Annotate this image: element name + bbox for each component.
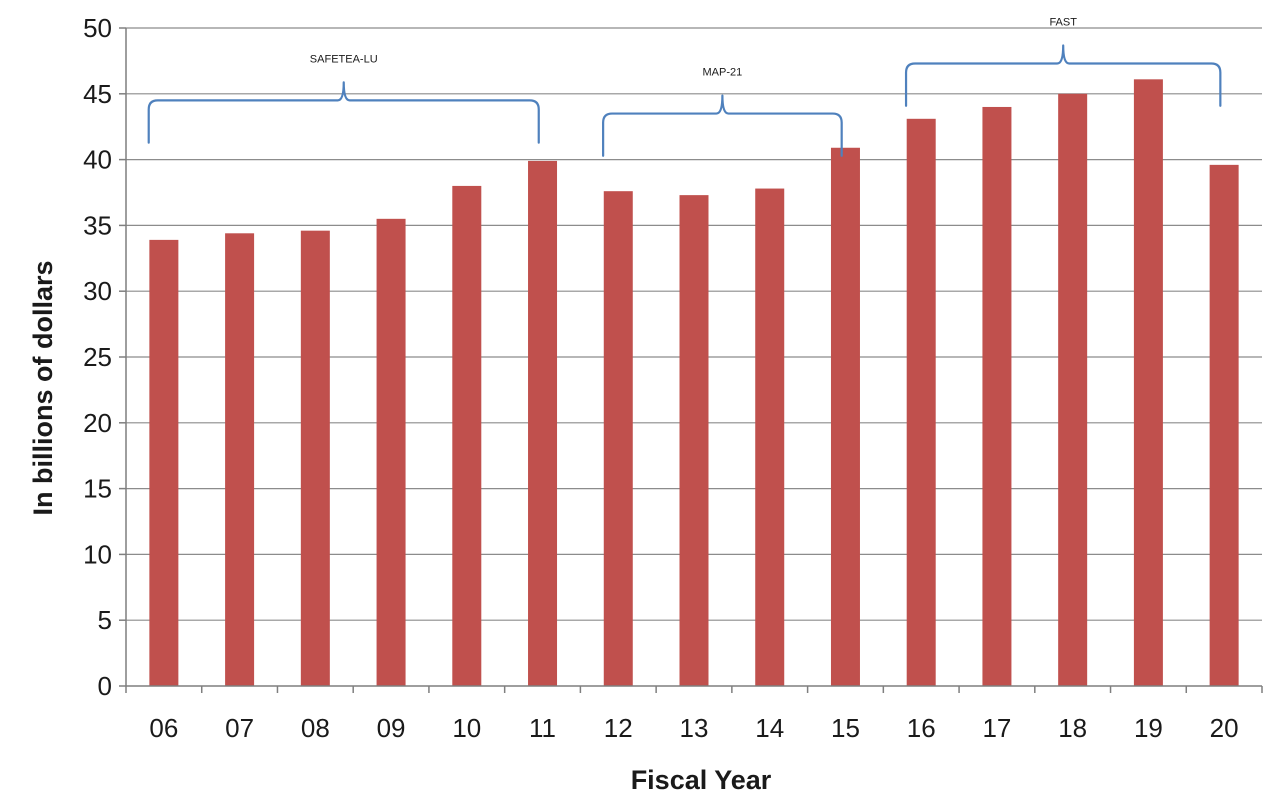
- bracket-label: FAST: [1049, 17, 1077, 29]
- y-tick-label: 25: [83, 342, 112, 372]
- bar-12: [603, 191, 633, 686]
- bar-19: [1133, 79, 1163, 687]
- bar-17: [982, 106, 1012, 686]
- x-tick-label-08: 08: [301, 713, 330, 743]
- bar-07: [225, 233, 255, 686]
- bar-14: [755, 188, 785, 686]
- x-tick-label-20: 20: [1210, 713, 1239, 743]
- bracket-label: MAP-21: [703, 67, 743, 79]
- y-tick-label: 20: [83, 408, 112, 438]
- bar-20: [1209, 164, 1239, 686]
- bracket-fast: [904, 44, 1222, 107]
- x-tick-label-06: 06: [149, 713, 178, 743]
- y-tick-label: 30: [83, 276, 112, 306]
- bracket-safetea-lu: [147, 81, 540, 144]
- x-tick-label-10: 10: [452, 713, 481, 743]
- y-axis-title: In billions of dollars: [28, 260, 58, 515]
- bars: [149, 79, 1239, 687]
- x-tick-label-14: 14: [755, 713, 784, 743]
- bar-13: [679, 195, 709, 686]
- bar-10: [452, 185, 482, 687]
- bar-09: [376, 218, 406, 686]
- bracket-label: SAFETEA-LU: [310, 53, 378, 65]
- bracket-annotations: SAFETEA-LU MAP-21 FAST: [147, 17, 1222, 157]
- x-axis-title: Fiscal Year: [631, 765, 772, 794]
- bar-18: [1058, 93, 1088, 687]
- x-tick-label-18: 18: [1058, 713, 1087, 743]
- x-tick-label-19: 19: [1134, 713, 1163, 743]
- x-tick-label-13: 13: [680, 713, 709, 743]
- y-tick-label: 45: [83, 79, 112, 109]
- x-tick-label-11: 11: [529, 713, 556, 743]
- bar-11: [528, 160, 558, 686]
- x-tick-label-17: 17: [982, 713, 1011, 743]
- bar-15: [830, 147, 860, 687]
- bar-06: [149, 239, 179, 686]
- x-tick-label-09: 09: [377, 713, 406, 743]
- y-tick-label: 0: [98, 671, 112, 701]
- x-tick-label-12: 12: [604, 713, 633, 743]
- x-tick-label-15: 15: [831, 713, 860, 743]
- y-tick-label: 15: [83, 474, 112, 504]
- x-tick-label-07: 07: [225, 713, 254, 743]
- bar-16: [906, 118, 936, 686]
- bar-08: [300, 230, 330, 686]
- bracket-map-21: [602, 94, 843, 157]
- x-tick-label-16: 16: [907, 713, 936, 743]
- y-tick-label: 40: [83, 145, 112, 175]
- y-tick-label: 50: [83, 13, 112, 43]
- y-tick-label: 5: [98, 605, 112, 635]
- y-tick-label: 35: [83, 210, 112, 240]
- y-tick-label: 10: [83, 539, 112, 569]
- axes: 0 5 10 15 20 25 30 35 40 45 50 06 07 08 09 10 11 12 13 14 15…: [83, 13, 1263, 743]
